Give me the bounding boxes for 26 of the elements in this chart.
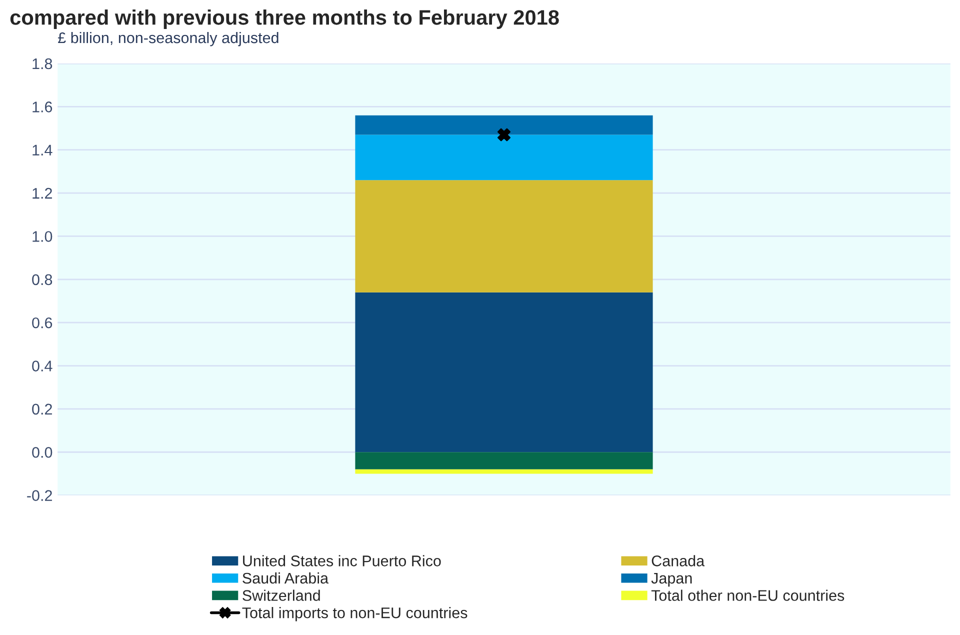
bar [355,469,653,474]
y-tick-label: 1.0 [32,231,52,242]
y-tick-label: 1.8 [32,58,52,70]
legend-label: Saudi Arabia [242,572,329,584]
chart-title: compared with previous three months to February 2018 [10,10,559,29]
bar [355,292,653,452]
y-tick-label: 1.6 [32,102,52,112]
legend-label: Total other non-EU countries [651,590,844,601]
legend-label: Canada [652,555,705,566]
legend-label: Switzerland [242,590,320,601]
y-tick-label: 0.8 [32,274,52,286]
y-axis-title: £ billion, non-seasonaly adjusted [58,32,278,46]
y-tick-label: 0.6 [32,317,52,328]
y-tick-label: 0.2 [32,404,52,415]
bar [355,115,653,135]
y-tick-label: 1.4 [32,144,52,156]
y-tick-label: 0.4 [32,360,52,372]
bar [355,180,653,292]
y-tick-label: 0.0 [32,446,52,458]
legend-label: United States inc Puerto Rico [243,555,441,566]
legend-label: Total imports to non-EU countries [242,607,468,622]
bar [355,452,653,470]
y-tick-label: -0.2 [27,490,52,501]
legend-label: Japan [651,572,692,587]
y-tick-label: 1.2 [32,188,52,199]
bar [355,134,653,180]
